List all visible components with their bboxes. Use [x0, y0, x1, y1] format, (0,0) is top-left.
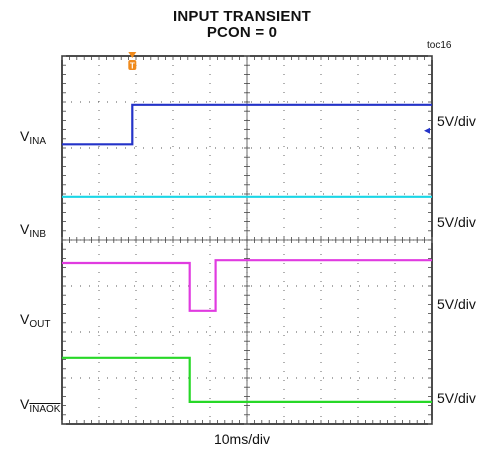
trace-v-inaok	[62, 356, 432, 403]
chart-title: INPUT TRANSIENT	[173, 8, 311, 25]
channel-label-inb: VINB	[20, 221, 47, 240]
channel-scale-inaok: 5V/div	[437, 390, 476, 406]
channel-label-ina: VINA	[20, 128, 47, 147]
channel1-ref-arrow-icon	[424, 127, 430, 134]
trace-v-out	[62, 259, 432, 312]
chart-subtitle: PCON = 0	[206, 24, 278, 41]
channel-label-out: VOUT	[20, 311, 51, 330]
channel-scale-inb: 5V/div	[437, 214, 476, 230]
figure-tag: toc16	[427, 40, 452, 51]
trigger-label: T	[130, 62, 135, 71]
channel-label-inaok: VINAOK	[20, 396, 61, 415]
channel-scale-out: 5V/div	[437, 296, 476, 312]
x-axis-label: 10ms/div	[213, 431, 271, 447]
channel-scale-ina: 5V/div	[437, 113, 476, 129]
trigger-arrow-icon	[128, 52, 137, 58]
trace-v-ina	[62, 103, 432, 146]
trigger-marker-icon	[128, 60, 137, 70]
